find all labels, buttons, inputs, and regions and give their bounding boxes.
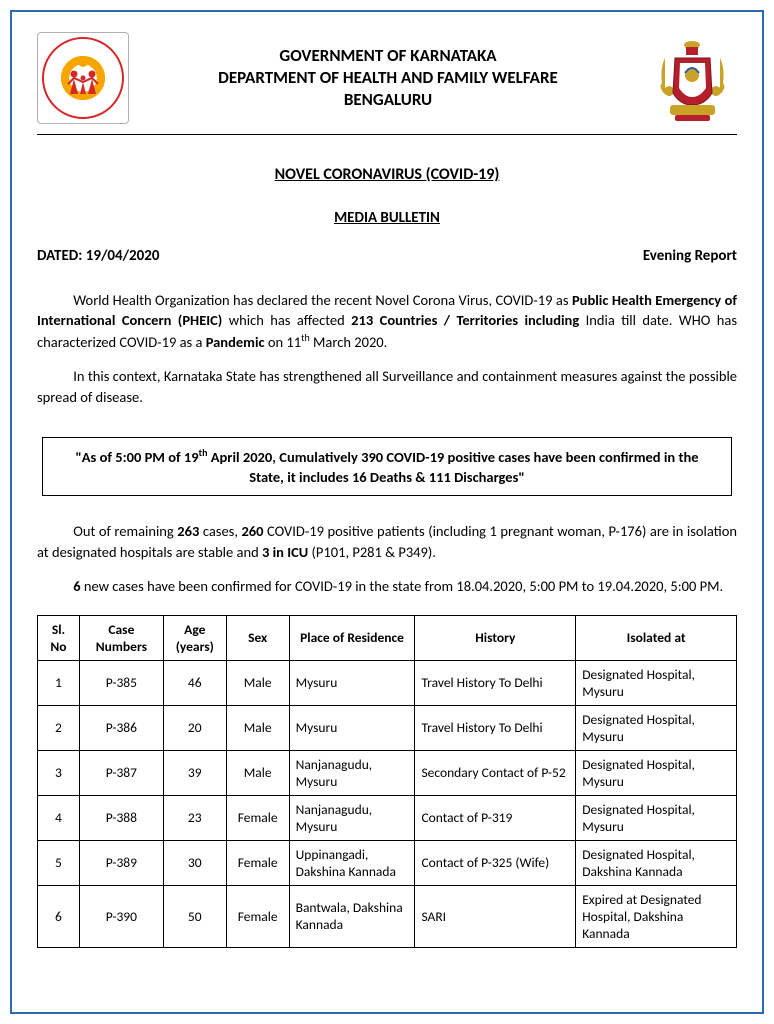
table-cell: 30 xyxy=(163,840,226,885)
table-row: 3P-38739MaleNanjanagudu, MysuruSecondary… xyxy=(38,750,737,795)
p3-b2: 260 xyxy=(241,522,263,540)
p4-b1: 6 xyxy=(73,577,80,595)
table-cell: Designated Hospital, Mysuru xyxy=(576,660,737,705)
hl-end: April 2020, Cumulatively 390 COVID-19 po… xyxy=(207,448,698,486)
p1-sup: th xyxy=(301,331,310,344)
paragraph-3: Out of remaining 263 cases, 260 COVID-19… xyxy=(37,521,737,562)
table-cell: 3 xyxy=(38,750,80,795)
table-body: 1P-38546MaleMysuruTravel History To Delh… xyxy=(38,660,737,947)
table-col-4: Place of Residence xyxy=(289,615,415,660)
table-cell: Travel History To Delhi xyxy=(415,705,576,750)
page-container: GOVERNMENT OF KARNATAKA DEPARTMENT OF HE… xyxy=(10,10,764,1014)
table-row: 2P-38620MaleMysuruTravel History To Delh… xyxy=(38,705,737,750)
p1-b2: 213 Countries / Territories including xyxy=(351,311,579,329)
header-line-2: DEPARTMENT OF HEALTH AND FAMILY WELFARE xyxy=(129,67,647,89)
paragraph-2: In this context, Karnataka State has str… xyxy=(37,366,737,407)
table-cell: Contact of P-319 xyxy=(415,795,576,840)
table-cell: Mysuru xyxy=(289,660,415,705)
table-cell: Mysuru xyxy=(289,705,415,750)
date-row: DATED: 19/04/2020 Evening Report xyxy=(37,247,737,265)
table-cell: Nanjanagudu, Mysuru xyxy=(289,795,415,840)
nhm-logo-circle xyxy=(42,37,124,119)
p3-m1: cases, xyxy=(199,522,241,540)
hl-pre: "As of 5:00 PM of 19 xyxy=(75,448,198,466)
table-col-6: Isolated at xyxy=(576,615,737,660)
table-cell: 46 xyxy=(163,660,226,705)
table-cell: Bantwala, Dakshina Kannada xyxy=(289,885,415,947)
report-label: Evening Report xyxy=(643,247,737,265)
table-cell: 20 xyxy=(163,705,226,750)
table-row: 6P-39050FemaleBantwala, Dakshina Kannada… xyxy=(38,885,737,947)
p3-end: (P101, P281 & P349). xyxy=(308,543,436,561)
table-cell: P-385 xyxy=(79,660,163,705)
table-col-2: Age (years) xyxy=(163,615,226,660)
paragraph-4: 6 new cases have been confirmed for COVI… xyxy=(37,576,737,596)
p1-end: March 2020. xyxy=(310,332,388,350)
p1-pre: World Health Organization has declared t… xyxy=(73,291,572,309)
table-cell: Nanjanagudu, Mysuru xyxy=(289,750,415,795)
table-cell: P-387 xyxy=(79,750,163,795)
table-col-1: Case Numbers xyxy=(79,615,163,660)
table-cell: Designated Hospital, Mysuru xyxy=(576,795,737,840)
table-cell: Expired at Designated Hospital, Dakshina… xyxy=(576,885,737,947)
table-cell: 39 xyxy=(163,750,226,795)
nhm-family-icon xyxy=(63,56,103,100)
nhm-logo xyxy=(37,32,129,124)
table-cell: Designated Hospital, Mysuru xyxy=(576,705,737,750)
highlight-box: "As of 5:00 PM of 19th April 2020, Cumul… xyxy=(42,437,732,496)
table-cell: Male xyxy=(226,750,289,795)
table-cell: Male xyxy=(226,705,289,750)
table-row: 1P-38546MaleMysuruTravel History To Delh… xyxy=(38,660,737,705)
cases-table: Sl. NoCase NumbersAge (years)SexPlace of… xyxy=(37,615,737,948)
table-cell: Designated Hospital, Mysuru xyxy=(576,750,737,795)
title-sub: MEDIA BULLETIN xyxy=(37,209,737,227)
table-cell: Travel History To Delhi xyxy=(415,660,576,705)
table-cell: SARI xyxy=(415,885,576,947)
table-cell: 6 xyxy=(38,885,80,947)
table-cell: Female xyxy=(226,840,289,885)
table-col-5: History xyxy=(415,615,576,660)
title-main: NOVEL CORONAVIRUS (COVID-19) xyxy=(37,165,737,184)
table-head: Sl. NoCase NumbersAge (years)SexPlace of… xyxy=(38,615,737,660)
table-cell: Designated Hospital, Dakshina Kannada xyxy=(576,840,737,885)
table-row: 4P-38823FemaleNanjanagudu, MysuruContact… xyxy=(38,795,737,840)
table-cell: Female xyxy=(226,795,289,840)
table-cell: P-386 xyxy=(79,705,163,750)
table-row: 5P-38930FemaleUppinangadi, Dakshina Kann… xyxy=(38,840,737,885)
p1-m1: which has affected xyxy=(222,311,351,329)
p3-b1: 263 xyxy=(177,522,199,540)
table-cell: Uppinangadi, Dakshina Kannada xyxy=(289,840,415,885)
header-line-3: BENGALURU xyxy=(129,89,647,111)
p4-rest: new cases have been confirmed for COVID-… xyxy=(81,577,724,595)
p1-b3: Pandemic xyxy=(206,332,265,350)
table-col-0: Sl. No xyxy=(38,615,80,660)
date-label: DATED: 19/04/2020 xyxy=(37,247,159,265)
p3-b3: 3 in ICU xyxy=(262,543,308,561)
karnataka-emblem xyxy=(647,33,737,123)
table-cell: 2 xyxy=(38,705,80,750)
table-col-3: Sex xyxy=(226,615,289,660)
document-header: GOVERNMENT OF KARNATAKA DEPARTMENT OF HE… xyxy=(37,32,737,135)
table-cell: Secondary Contact of P-52 xyxy=(415,750,576,795)
table-cell: Female xyxy=(226,885,289,947)
table-header-row: Sl. NoCase NumbersAge (years)SexPlace of… xyxy=(38,615,737,660)
table-cell: 1 xyxy=(38,660,80,705)
table-cell: P-390 xyxy=(79,885,163,947)
table-cell: 5 xyxy=(38,840,80,885)
header-text-block: GOVERNMENT OF KARNATAKA DEPARTMENT OF HE… xyxy=(129,45,647,111)
table-cell: 50 xyxy=(163,885,226,947)
table-cell: 23 xyxy=(163,795,226,840)
table-cell: Male xyxy=(226,660,289,705)
header-line-1: GOVERNMENT OF KARNATAKA xyxy=(129,45,647,67)
table-cell: P-388 xyxy=(79,795,163,840)
table-cell: 4 xyxy=(38,795,80,840)
table-cell: P-389 xyxy=(79,840,163,885)
p1-m3: on 11 xyxy=(265,332,302,350)
p3-pre: Out of remaining xyxy=(73,522,177,540)
paragraph-1: World Health Organization has declared t… xyxy=(37,290,737,352)
table-cell: Contact of P-325 (Wife) xyxy=(415,840,576,885)
